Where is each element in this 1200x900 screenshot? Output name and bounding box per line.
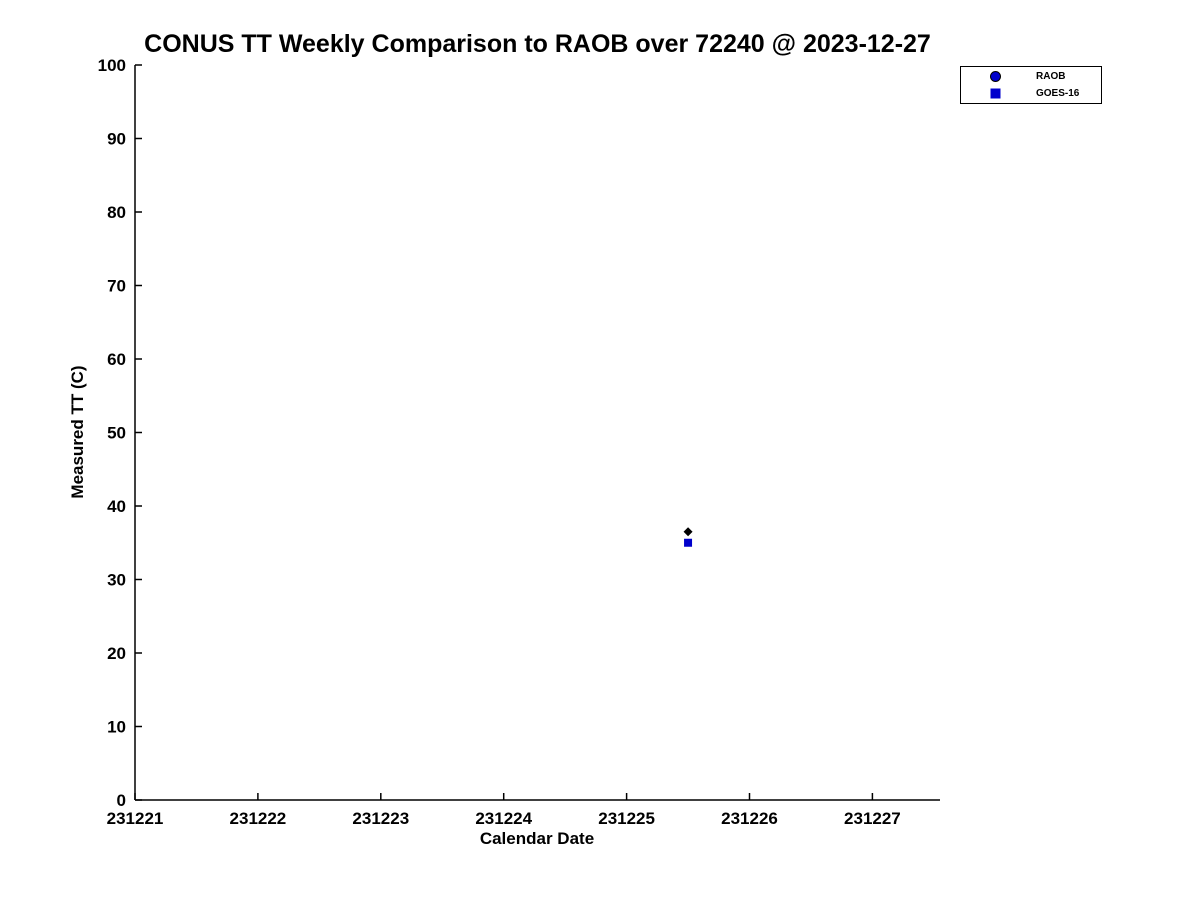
chart-title: CONUS TT Weekly Comparison to RAOB over … [144, 30, 931, 58]
x-tick-label: 231223 [352, 809, 409, 828]
x-tick-label: 231224 [475, 809, 532, 828]
y-tick-label: 40 [107, 497, 126, 516]
y-tick-label: 10 [107, 718, 126, 737]
y-tick-label: 50 [107, 424, 126, 443]
square-marker-icon [990, 88, 1001, 99]
y-tick-label: 20 [107, 644, 126, 663]
legend: RAOB GOES-16 [960, 66, 1102, 104]
y-tick-label: 100 [98, 56, 126, 75]
circle-marker-icon [990, 71, 1001, 82]
y-tick-label: 70 [107, 277, 126, 296]
x-tick-label: 231221 [107, 809, 164, 828]
goes16-point [684, 538, 693, 547]
y-tick-label: 30 [107, 571, 126, 590]
legend-label: GOES-16 [1036, 88, 1080, 99]
legend-label: RAOB [1036, 71, 1066, 82]
raob-point [683, 527, 693, 537]
y-tick-label: 60 [107, 350, 126, 369]
legend-item-raob: RAOB [961, 68, 1101, 85]
x-axis-label: Calendar Date [479, 829, 595, 848]
legend-item-goes16: GOES-16 [961, 85, 1101, 102]
y-tick-label: 80 [107, 203, 126, 222]
x-tick-label: 231226 [721, 809, 778, 828]
x-tick-label: 231227 [844, 809, 901, 828]
y-tick-label: 0 [117, 791, 126, 810]
y-tick-label: 90 [107, 130, 126, 149]
x-tick-label: 231225 [598, 809, 655, 828]
x-tick-label: 231222 [230, 809, 287, 828]
